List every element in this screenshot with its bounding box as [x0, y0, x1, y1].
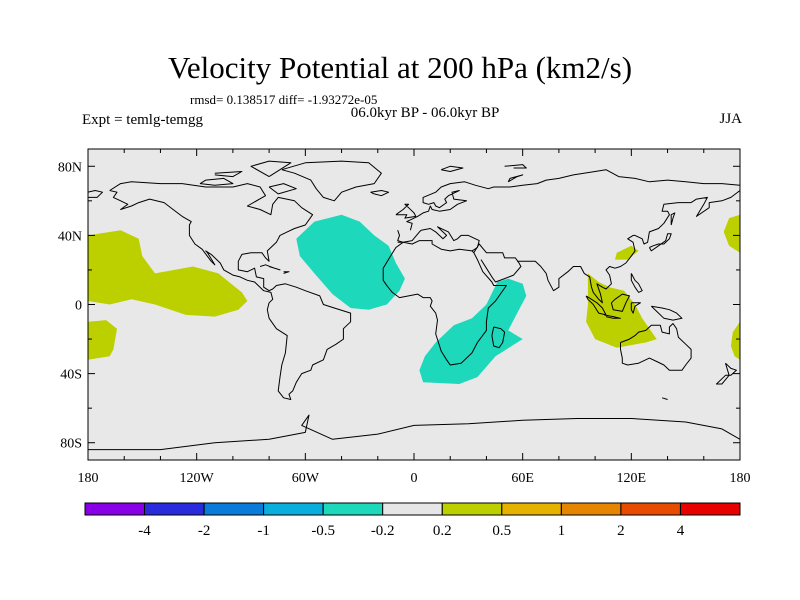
coastline-segment — [88, 190, 103, 198]
coastline-segment — [88, 414, 740, 451]
coastline-segment — [504, 164, 527, 169]
x-tick-label: 120E — [617, 471, 647, 486]
coastline-segment — [281, 160, 382, 202]
contour-region-south-pacific-edge-positive — [730, 321, 740, 360]
colorbar-swatch — [501, 502, 562, 516]
x-tick-label: 120W — [180, 471, 215, 486]
coastline-segment — [517, 190, 740, 304]
coastline-segment — [406, 169, 740, 231]
coastline-segment — [630, 273, 643, 293]
colorbar-label: -4 — [138, 523, 151, 539]
coastline-segment — [268, 183, 297, 195]
y-tick-label: 40S — [60, 368, 82, 383]
coastline-segment — [441, 165, 464, 172]
colorbar-label: -2 — [198, 523, 211, 539]
colorbar-swatch — [680, 502, 741, 516]
x-tick-label: 60E — [511, 471, 534, 486]
coastline-segment — [620, 323, 692, 371]
coastline-segment — [214, 171, 243, 178]
x-axis: 180 120W 60W 0 60E 120E 180 — [78, 149, 751, 486]
y-tick-label: 40N — [58, 229, 82, 244]
contour-region-east-pacific-edge-positive — [723, 214, 740, 253]
x-tick-label: 180 — [78, 471, 99, 486]
coastline-segment — [491, 326, 506, 349]
coastline-segment — [630, 302, 641, 314]
contour-region-maritime-continent-positive — [586, 273, 657, 348]
colorbar-label: 0.5 — [492, 523, 511, 539]
coastline-segment — [397, 226, 480, 252]
x-tick-label: 60W — [292, 471, 320, 486]
season-label: JJA — [719, 111, 742, 127]
x-tick-label: 0 — [411, 471, 418, 486]
coastline-segment — [716, 362, 737, 385]
period-label: 06.0kyr BP - 06.0kyr BP — [350, 105, 500, 121]
colorbar-label: 1 — [558, 523, 566, 539]
colorbar: -4 -2 -1 -0.5 -0.2 0.2 0.5 1 2 4 — [84, 502, 741, 539]
colorbar-label: 2 — [617, 523, 625, 539]
coastline-segment — [650, 305, 683, 321]
contour-region-central-pacific-positive — [88, 230, 248, 317]
coastline-segment — [382, 241, 507, 366]
contour-region-atlantic-negative — [296, 214, 405, 310]
colorbar-swatch — [144, 502, 205, 516]
colorbar-swatch — [560, 502, 622, 516]
contour-region-south-pacific-positive — [88, 320, 117, 360]
coastline-layer — [88, 160, 740, 451]
coastline-segment — [199, 177, 234, 186]
coastline-segment — [109, 181, 352, 400]
chart-title: Velocity Potential at 200 hPa (km2/s) — [167, 50, 633, 85]
colorbar-label: -0.2 — [371, 523, 395, 539]
coastline-segment — [507, 174, 524, 183]
y-axis: 80N 40N 0 40S 80S — [58, 160, 740, 452]
y-tick-label: 0 — [75, 299, 82, 314]
colorbar-swatch — [322, 502, 384, 516]
contour-region-indian-ocean-negative — [419, 278, 527, 384]
colorbar-label: 0.2 — [433, 523, 452, 539]
coastline-segment — [370, 190, 390, 197]
coastline-segment — [259, 264, 281, 271]
colorbar-swatch — [620, 502, 681, 516]
coastline-segment — [604, 314, 621, 319]
colorbar-swatch — [441, 502, 503, 516]
coastline-segment — [395, 203, 417, 219]
y-tick-label: 80S — [60, 437, 82, 452]
colorbar-label: 4 — [677, 523, 685, 539]
colorbar-label: -1 — [257, 523, 270, 539]
coastline-segment — [661, 397, 668, 400]
coastline-segment — [473, 243, 522, 283]
stats-line: rmsd= 0.138517 diff= -1.93272e-05 — [190, 92, 378, 107]
coastline-segment — [648, 233, 672, 252]
coastline-segment — [610, 293, 630, 312]
colorbar-swatch — [203, 502, 265, 516]
contour-region-east-china-positive — [615, 245, 639, 260]
colorbar-swatch — [382, 502, 443, 516]
colorbar-swatch — [84, 502, 145, 516]
y-tick-label: 80N — [58, 160, 82, 175]
coastline-segment — [397, 230, 404, 243]
contour-layer — [88, 214, 740, 384]
coastline-segment — [670, 212, 676, 226]
x-tick-label: 180 — [730, 471, 751, 486]
colorbar-swatch — [263, 502, 324, 516]
experiment-label: Expt = temlg-temgg — [82, 112, 203, 128]
colorbar-label: -0.5 — [311, 523, 335, 539]
coastline-segment — [283, 271, 290, 274]
coastline-segment — [250, 160, 292, 178]
